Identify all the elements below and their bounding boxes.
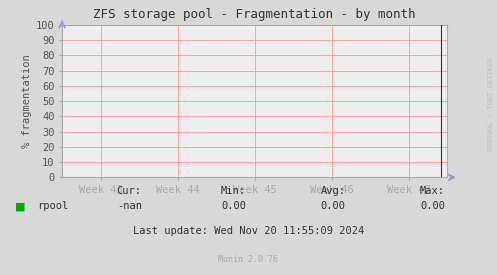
Text: 0.00: 0.00 [221, 201, 246, 211]
Title: ZFS storage pool - Fragmentation - by month: ZFS storage pool - Fragmentation - by mo… [93, 8, 416, 21]
Text: RRDTOOL / TOBI OETIKER: RRDTOOL / TOBI OETIKER [488, 58, 494, 151]
Text: 0.00: 0.00 [321, 201, 345, 211]
Text: rpool: rpool [37, 201, 69, 211]
Text: Munin 2.0.76: Munin 2.0.76 [219, 255, 278, 264]
Y-axis label: % fragmentation: % fragmentation [21, 54, 32, 148]
Text: Max:: Max: [420, 186, 445, 196]
Text: 0.00: 0.00 [420, 201, 445, 211]
Text: Last update: Wed Nov 20 11:55:09 2024: Last update: Wed Nov 20 11:55:09 2024 [133, 226, 364, 236]
Text: ■: ■ [15, 201, 25, 211]
Text: Cur:: Cur: [117, 186, 142, 196]
Text: Min:: Min: [221, 186, 246, 196]
Text: Avg:: Avg: [321, 186, 345, 196]
Text: -nan: -nan [117, 201, 142, 211]
